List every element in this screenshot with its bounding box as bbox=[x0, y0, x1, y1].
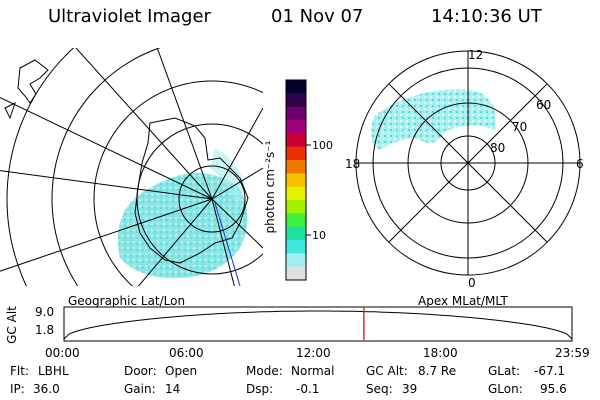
seq-label: Seq: bbox=[366, 382, 393, 396]
gain-label: Gain: bbox=[124, 382, 156, 396]
glon-label: GLon: bbox=[488, 382, 523, 396]
altitude-xtick-1200: 12:00 bbox=[296, 346, 331, 360]
ip-value: 36.0 bbox=[33, 382, 60, 396]
glat-value: -67.1 bbox=[534, 364, 566, 378]
mlt-label-0: 0 bbox=[468, 276, 476, 290]
colorbar-tick-100: 100 bbox=[312, 139, 333, 152]
glon-value: 95.6 bbox=[540, 382, 567, 396]
mode-label: Mode: bbox=[246, 364, 283, 378]
mode-value: Normal bbox=[291, 364, 335, 378]
altitude-plot bbox=[63, 306, 573, 342]
geographic-label: Geographic Lat/Lon bbox=[68, 294, 186, 308]
geographic-map bbox=[0, 48, 263, 286]
magnetic-polar-plot bbox=[355, 50, 581, 276]
altitude-ytick-1-8: 1.8 bbox=[35, 323, 55, 337]
altitude-xtick-0000: 00:00 bbox=[45, 346, 80, 360]
gain-value: 14 bbox=[165, 382, 181, 396]
glat-label: GLat: bbox=[488, 364, 521, 378]
gc-alt-value: 8.7 Re bbox=[418, 364, 457, 378]
mlt-label-12: 12 bbox=[468, 48, 484, 62]
door-label: Door: bbox=[124, 364, 157, 378]
altitude-ylabel: GC Alt bbox=[5, 306, 19, 344]
magnetic-label: Apex MLat/MLT bbox=[418, 294, 508, 308]
lat-label-60: 60 bbox=[536, 98, 552, 112]
flt-label: Flt: bbox=[10, 364, 29, 378]
seq-value: 39 bbox=[402, 382, 418, 396]
mlt-label-18: 18 bbox=[345, 157, 361, 171]
mlt-label-6: 6 bbox=[576, 157, 584, 171]
altitude-xtick-0600: 06:00 bbox=[169, 346, 204, 360]
altitude-xtick-2359: 23:59 bbox=[555, 346, 590, 360]
altitude-ytick-9: 9.0 bbox=[35, 305, 55, 319]
dsp-label: Dsp: bbox=[246, 382, 274, 396]
door-value: Open bbox=[165, 364, 198, 378]
altitude-xtick-1800: 18:00 bbox=[423, 346, 458, 360]
colorbar bbox=[285, 79, 311, 281]
lat-label-80: 80 bbox=[490, 141, 506, 155]
flt-value: LBHL bbox=[38, 364, 69, 378]
gc-alt-label: GC Alt: bbox=[366, 364, 408, 378]
colorbar-unit-label: photon cm⁻²s⁻¹ bbox=[263, 140, 277, 234]
ip-label: IP: bbox=[10, 382, 25, 396]
lat-label-70: 70 bbox=[512, 120, 528, 134]
time-label: 14:10:36 UT bbox=[431, 6, 542, 27]
dsp-value: -0.1 bbox=[296, 382, 320, 396]
instrument-title: Ultraviolet Imager bbox=[48, 6, 211, 27]
date-label: 01 Nov 07 bbox=[271, 6, 364, 27]
colorbar-tick-10: 10 bbox=[312, 229, 326, 242]
